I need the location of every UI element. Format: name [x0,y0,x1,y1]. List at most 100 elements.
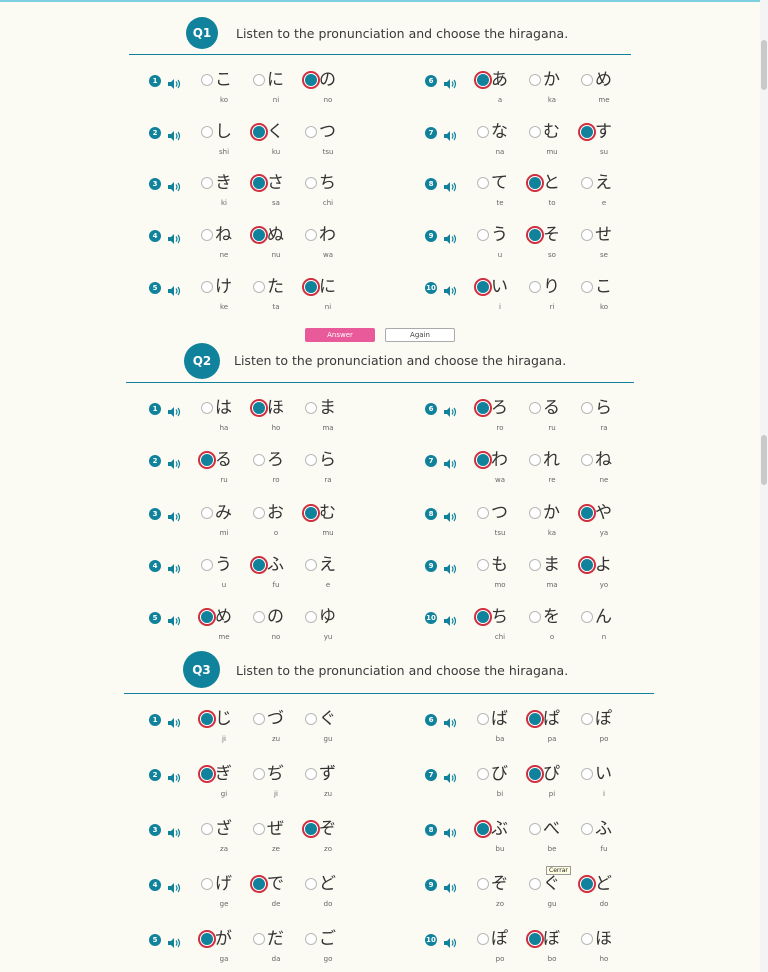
speaker-icon[interactable] [167,75,182,89]
radio-selected[interactable] [198,930,216,948]
speaker-icon[interactable] [167,714,182,728]
radio-button[interactable] [305,559,317,571]
radio-button[interactable] [201,402,213,414]
answer-option[interactable]: ぴ pi [526,763,581,799]
radio-selected[interactable] [474,820,492,838]
speaker-icon[interactable] [167,824,182,838]
answer-option[interactable]: ろ ro [253,449,305,485]
answer-option[interactable]: ら ra [581,397,633,433]
radio-selected[interactable] [474,71,492,89]
scrollbar[interactable] [760,0,768,972]
speaker-icon[interactable] [167,560,182,574]
radio-button[interactable] [529,559,541,571]
answer-option[interactable]: が ga [198,928,253,964]
radio-selected[interactable] [250,226,268,244]
radio-button[interactable] [581,281,593,293]
answer-option[interactable]: ぼ bo [526,928,581,964]
answer-option[interactable]: の no [302,69,357,105]
radio-button[interactable] [477,713,489,725]
speaker-icon[interactable] [443,75,458,89]
answer-option[interactable]: の no [253,606,305,642]
answer-option[interactable]: ど do [578,873,633,909]
answer-option[interactable]: ぐ gu [305,708,357,744]
speaker-icon[interactable] [167,282,182,296]
radio-button[interactable] [253,281,265,293]
radio-button[interactable] [477,878,489,890]
answer-option[interactable]: と to [526,172,581,208]
speaker-icon[interactable] [167,178,182,192]
speaker-icon[interactable] [167,508,182,522]
radio-button[interactable] [253,507,265,519]
answer-option[interactable]: ぎ gi [198,763,253,799]
speaker-icon[interactable] [443,560,458,574]
radio-selected[interactable] [198,710,216,728]
radio-button[interactable] [529,611,541,623]
radio-button[interactable] [581,611,593,623]
radio-button[interactable] [201,823,213,835]
radio-selected[interactable] [578,504,596,522]
answer-option[interactable]: に ni [302,276,357,312]
radio-button[interactable] [305,126,317,138]
answer-option[interactable]: た ta [253,276,305,312]
answer-option[interactable]: わ wa [474,449,529,485]
radio-selected[interactable] [474,399,492,417]
answer-option[interactable]: ざ za [201,818,253,854]
radio-button[interactable] [529,402,541,414]
answer-option[interactable]: わ wa [305,224,357,260]
radio-button[interactable] [529,507,541,519]
radio-button[interactable] [529,878,541,890]
radio-button[interactable] [305,768,317,780]
answer-option[interactable]: び bi [477,763,529,799]
answer-option[interactable]: ご go [305,928,357,964]
radio-button[interactable] [201,74,213,86]
answer-option[interactable]: も mo [477,554,529,590]
speaker-icon[interactable] [443,824,458,838]
radio-button[interactable] [201,229,213,241]
answer-option[interactable]: て te [477,172,529,208]
answer-option[interactable]: ぬ nu [250,224,305,260]
answer-option[interactable]: ぞ zo [477,873,529,909]
radio-button[interactable] [477,507,489,519]
speaker-icon[interactable] [167,934,182,948]
answer-option[interactable]: ふ fu [250,554,305,590]
answer-option[interactable]: ち chi [305,172,357,208]
answer-option[interactable]: ぽ po [581,708,633,744]
speaker-icon[interactable] [443,612,458,626]
speaker-icon[interactable] [167,403,182,417]
answer-option[interactable]: ぞ zo [302,818,357,854]
answer-option[interactable]: ち chi [474,606,529,642]
answer-option[interactable]: む mu [529,121,581,157]
radio-button[interactable] [529,823,541,835]
radio-selected[interactable] [526,226,544,244]
answer-option[interactable]: や ya [578,502,633,538]
speaker-icon[interactable] [167,455,182,469]
radio-button[interactable] [305,402,317,414]
answer-option[interactable]: ら ra [305,449,357,485]
radio-button[interactable] [477,768,489,780]
radio-button[interactable] [581,454,593,466]
radio-selected[interactable] [198,451,216,469]
radio-selected[interactable] [302,71,320,89]
radio-button[interactable] [477,933,489,945]
answer-option[interactable]: る ru [529,397,581,433]
answer-option[interactable]: ば ba [477,708,529,744]
radio-button[interactable] [253,454,265,466]
answer-option[interactable]: め me [581,69,633,105]
answer-option[interactable]: ほ ho [581,928,633,964]
radio-selected[interactable] [526,174,544,192]
answer-option[interactable]: つ tsu [305,121,357,157]
answer-option[interactable]: く ku [250,121,305,157]
answer-button[interactable]: Answer [305,328,375,342]
radio-button[interactable] [477,229,489,241]
speaker-icon[interactable] [443,230,458,244]
radio-button[interactable] [477,177,489,189]
speaker-icon[interactable] [443,714,458,728]
answer-option[interactable]: ゆ yu [305,606,357,642]
answer-option[interactable]: さ sa [250,172,305,208]
speaker-icon[interactable] [443,879,458,893]
radio-button[interactable] [305,933,317,945]
answer-option[interactable]: こ ko [201,69,253,105]
